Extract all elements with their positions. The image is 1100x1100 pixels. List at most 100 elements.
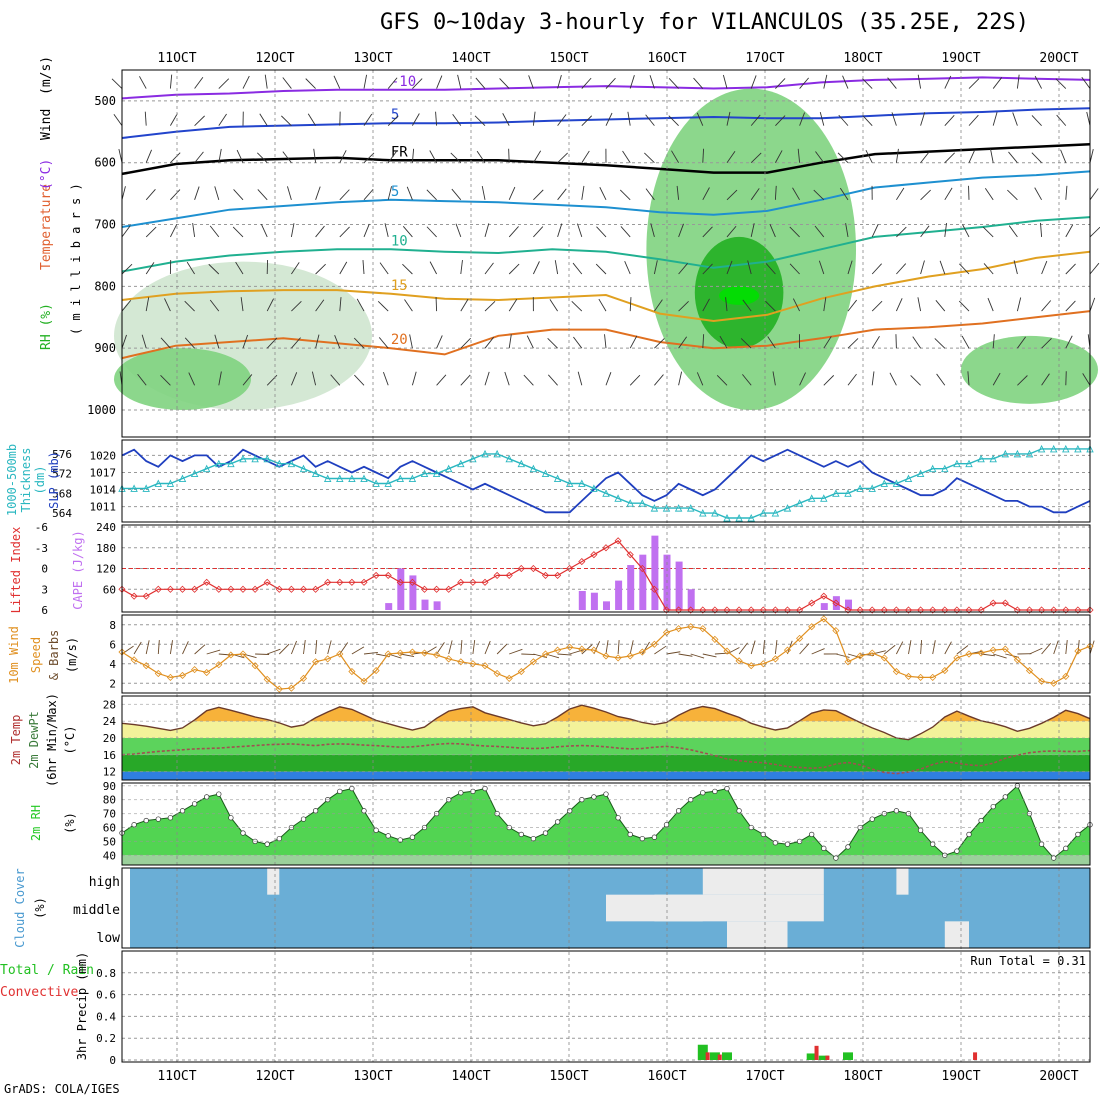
- rh-blob-1: [114, 348, 251, 410]
- rh2m-marker-60: [845, 844, 851, 850]
- wind-marker-26: [433, 651, 441, 659]
- wind-tick-8: 8: [109, 619, 116, 632]
- pressure-tick-1000: 1000: [87, 403, 116, 417]
- top-time-label-18OCT: 18OCT: [843, 51, 882, 66]
- wind-barb: [1012, 112, 1018, 126]
- wind-barb: [363, 188, 374, 201]
- precip-conv-bar-3: [825, 1055, 830, 1060]
- rh-blob-4: [719, 286, 760, 305]
- wind-barb: [1017, 375, 1028, 386]
- rh2m-marker-49: [712, 788, 718, 794]
- wind-barb: [257, 189, 268, 201]
- wind-barb: [1065, 224, 1074, 238]
- slp-tick-1017: 1017: [90, 466, 117, 479]
- wind-barb: [917, 297, 922, 312]
- top-time-label-20OCT: 20OCT: [1039, 51, 1078, 66]
- precip-ylabel-2: Convective: [0, 985, 78, 1000]
- sfc-wind-barb-53: [762, 640, 765, 655]
- wind-barb: [233, 189, 244, 201]
- li-marker-32: [505, 571, 513, 579]
- wind-barb: [1034, 75, 1042, 89]
- rh2m-marker-10: [240, 830, 246, 836]
- li-marker-42: [626, 551, 634, 559]
- isotherm-label-3: 5: [391, 184, 399, 200]
- rh2m-area: [122, 785, 1090, 859]
- wind-barb: [847, 338, 859, 349]
- wind-barb: [307, 113, 316, 126]
- wind-barb: [581, 115, 593, 126]
- wind-barb: [649, 75, 655, 89]
- wind-marker-67: [929, 673, 937, 681]
- wind-barb: [282, 77, 292, 89]
- wind-barb: [145, 188, 156, 201]
- li-marker-58: [820, 592, 828, 600]
- upper-ylabel-mb: ( m i l l i b a r s ): [69, 183, 83, 335]
- thickness-marker-78: [1062, 444, 1070, 453]
- wind-barb: [792, 298, 801, 312]
- rh2m-marker-62: [869, 816, 875, 822]
- wind-barb: [645, 114, 655, 126]
- rh2m-marker-70: [966, 831, 972, 838]
- wind-marker-43: [638, 648, 646, 656]
- wind-barb: [896, 187, 905, 201]
- wind-barb: [218, 148, 222, 163]
- wind-marker-28: [457, 658, 465, 666]
- sfc-wind-barb-28: [460, 640, 463, 655]
- wind-barb: [750, 223, 755, 238]
- wind-barb: [716, 374, 728, 386]
- sfc-wind-barb-76: [1041, 643, 1052, 655]
- wind-marker-8: [215, 661, 223, 669]
- wind-barb: [164, 298, 171, 312]
- li-marker-45: [662, 606, 671, 614]
- rh2m-tick-90: 90: [103, 780, 116, 793]
- thickness-marker-28: [457, 459, 465, 468]
- li-marker-34: [529, 564, 537, 573]
- wind-marker-17: [324, 655, 332, 663]
- wind-barb: [184, 300, 195, 312]
- wind-barb: [668, 115, 679, 126]
- wind-barb: [528, 75, 534, 89]
- pressure-tick-700: 700: [94, 218, 116, 232]
- wind-barb: [823, 375, 835, 386]
- li-marker-18: [336, 578, 344, 586]
- rh2m-marker-18: [337, 788, 343, 794]
- isotherm-label-2: FR: [391, 144, 408, 160]
- li-marker-67: [929, 606, 937, 614]
- sfc-wind-barb-71: [981, 653, 996, 657]
- thickness-marker-31: [493, 449, 501, 458]
- li-marker-35: [541, 571, 550, 579]
- wind-barb: [557, 223, 563, 238]
- thickness-marker-20: [360, 474, 368, 482]
- sfc-wind-barb-3: [157, 640, 160, 655]
- wind-barb: [895, 148, 899, 163]
- wind-barb: [111, 78, 123, 89]
- wind-barb: [315, 186, 321, 200]
- wind-barb: [765, 300, 776, 312]
- wind-barb: [160, 337, 171, 349]
- thickness-marker-42: [626, 499, 634, 507]
- cloud-block-2: [727, 921, 788, 948]
- wind-barb: [290, 223, 295, 237]
- li-marker-76: [1038, 606, 1046, 614]
- rh2m-marker-9: [228, 815, 234, 821]
- wind-barb: [799, 372, 806, 386]
- wind-barb: [334, 335, 341, 349]
- wind-barb: [476, 150, 486, 163]
- li-marker-69: [953, 606, 961, 614]
- wind-barb: [208, 263, 220, 275]
- wind-barb: [557, 74, 562, 89]
- wind-barb: [992, 372, 1001, 386]
- wind-barb: [139, 76, 147, 89]
- wind-barb: [264, 74, 268, 89]
- wind-barb: [987, 297, 994, 312]
- cloud-row-high: high: [89, 875, 120, 890]
- wind-marker-7: [203, 668, 211, 677]
- wind-barb: [266, 298, 274, 312]
- wind-barb: [455, 223, 462, 238]
- thickness-marker-36: [553, 474, 562, 482]
- cape-bar-58: [820, 603, 828, 610]
- wind-barb: [474, 115, 486, 126]
- thickness-marker-10: [239, 454, 247, 463]
- wind-barb: [576, 223, 583, 238]
- rh2m-marker-48: [700, 790, 706, 796]
